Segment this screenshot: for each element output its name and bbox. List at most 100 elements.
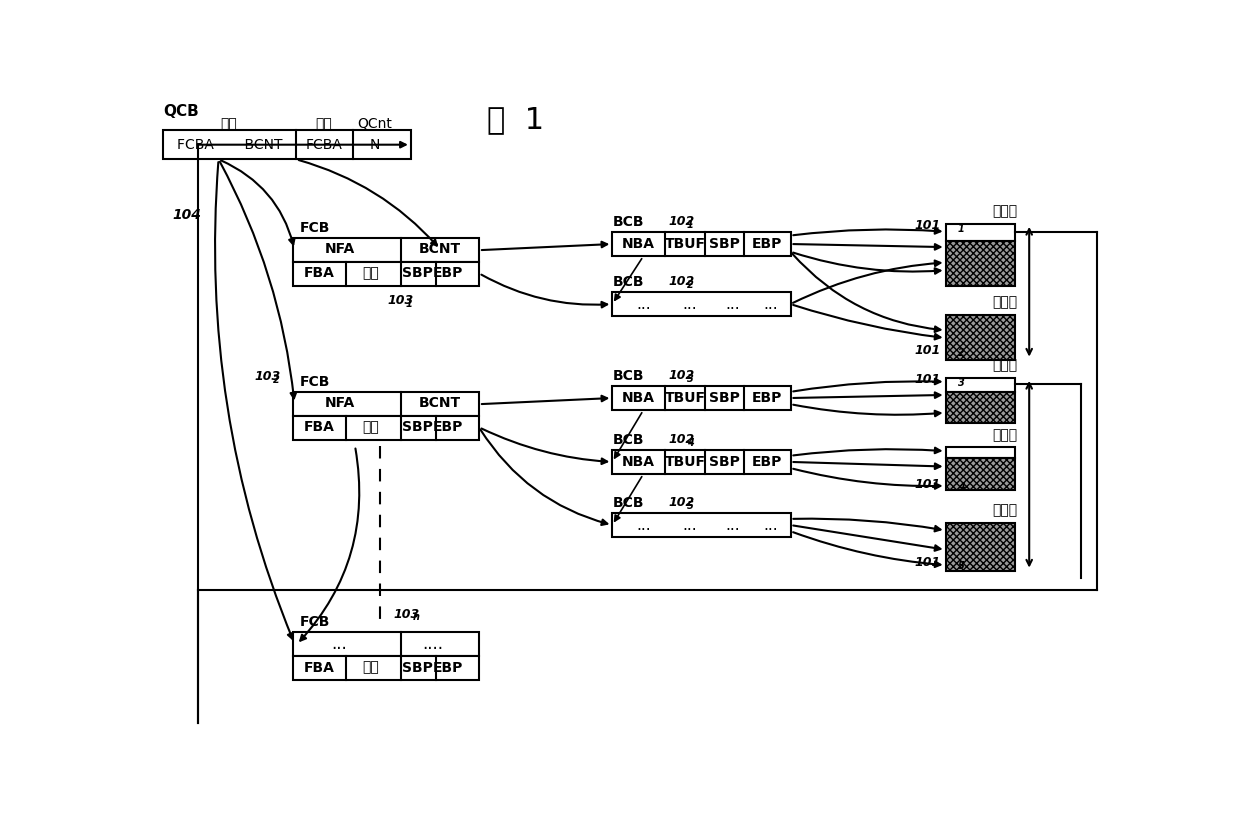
Bar — [613, 291, 791, 317]
Text: NFA: NFA — [325, 396, 355, 411]
Text: EBP: EBP — [753, 455, 782, 469]
Bar — [945, 522, 1016, 570]
Text: 103: 103 — [394, 608, 420, 621]
Text: FCBA: FCBA — [305, 138, 342, 152]
Text: FCBA       BCNT: FCBA BCNT — [176, 138, 283, 152]
Text: FBA: FBA — [304, 266, 335, 281]
Bar — [945, 224, 1016, 241]
Text: 104: 104 — [172, 207, 201, 222]
Text: ...: ... — [331, 635, 347, 653]
Text: ....: .... — [422, 635, 443, 653]
Text: ...: ... — [682, 517, 697, 533]
Text: NBA: NBA — [622, 237, 655, 251]
Text: 102: 102 — [668, 276, 694, 288]
Text: TBUF: TBUF — [665, 391, 706, 405]
Text: FCB: FCB — [300, 615, 330, 629]
Text: 3: 3 — [687, 374, 693, 384]
Text: 5: 5 — [957, 561, 965, 571]
Text: SBP: SBP — [402, 266, 433, 281]
Text: FBA: FBA — [304, 660, 335, 675]
Text: EBP: EBP — [753, 237, 782, 251]
Bar — [945, 378, 1016, 391]
Text: ...: ... — [682, 297, 697, 312]
Text: 1: 1 — [957, 223, 965, 234]
Text: 101: 101 — [915, 219, 941, 232]
Text: N: N — [370, 138, 379, 152]
Text: 102: 102 — [668, 496, 694, 509]
Text: 101: 101 — [915, 373, 941, 386]
Text: BCNT: BCNT — [419, 396, 461, 411]
Text: QCnt: QCnt — [357, 117, 392, 131]
Text: TBUF: TBUF — [665, 237, 706, 251]
Text: 102: 102 — [668, 215, 694, 228]
Bar — [945, 315, 1016, 360]
Text: ...: ... — [725, 297, 740, 312]
Bar — [613, 386, 791, 410]
Text: 缓冲器: 缓冲器 — [992, 428, 1017, 442]
Text: 102: 102 — [668, 433, 694, 446]
Text: 1: 1 — [405, 299, 412, 309]
Bar — [293, 238, 479, 262]
Bar — [162, 130, 410, 160]
Text: 图  1: 图 1 — [487, 106, 544, 134]
Text: EBP: EBP — [753, 391, 782, 405]
Text: 类型: 类型 — [362, 266, 379, 281]
Text: SBP: SBP — [402, 420, 433, 434]
Text: BCB: BCB — [613, 496, 644, 510]
Text: FBA: FBA — [304, 420, 335, 434]
Bar — [613, 449, 791, 475]
Text: 缓冲器: 缓冲器 — [992, 359, 1017, 373]
Text: ...: ... — [636, 517, 651, 533]
Text: 3: 3 — [957, 378, 965, 387]
Bar — [945, 447, 1016, 458]
Text: SBP: SBP — [709, 391, 740, 405]
Text: 4: 4 — [957, 482, 965, 492]
Text: BCB: BCB — [613, 369, 644, 383]
Text: 2: 2 — [957, 349, 965, 359]
Text: 头部: 头部 — [221, 117, 237, 131]
Bar — [293, 416, 479, 439]
Text: BCB: BCB — [613, 215, 644, 228]
Text: 101: 101 — [915, 344, 941, 357]
Text: 101: 101 — [915, 478, 941, 491]
Text: FCB: FCB — [300, 221, 330, 235]
Text: QCB: QCB — [162, 104, 198, 119]
Bar — [293, 262, 479, 286]
Text: 103: 103 — [387, 295, 414, 307]
Text: 5: 5 — [687, 501, 693, 511]
Text: BCNT: BCNT — [419, 243, 461, 256]
Text: ...: ... — [636, 297, 651, 312]
Text: 尾部: 尾部 — [315, 117, 332, 131]
Text: SBP: SBP — [709, 455, 740, 469]
Bar — [945, 391, 1016, 423]
Text: NBA: NBA — [622, 391, 655, 405]
Bar — [293, 656, 479, 680]
Text: BCB: BCB — [613, 275, 644, 289]
Text: 4: 4 — [687, 438, 693, 448]
Text: 缓冲器: 缓冲器 — [992, 503, 1017, 517]
Text: 101: 101 — [915, 556, 941, 570]
Text: TBUF: TBUF — [665, 455, 706, 469]
Text: 缓冲器: 缓冲器 — [992, 205, 1017, 218]
Text: 缓冲器: 缓冲器 — [992, 296, 1017, 309]
Bar — [613, 232, 791, 256]
Text: 1: 1 — [687, 220, 693, 230]
Text: ...: ... — [764, 517, 779, 533]
Bar — [293, 391, 479, 416]
Text: 2: 2 — [687, 280, 693, 290]
Text: EBP: EBP — [433, 266, 463, 281]
Text: 类型: 类型 — [362, 660, 379, 675]
Text: BCB: BCB — [613, 433, 644, 447]
Bar — [613, 512, 791, 538]
Text: ...: ... — [764, 297, 779, 312]
Text: 类型: 类型 — [362, 420, 379, 434]
Text: EBP: EBP — [433, 660, 463, 675]
Text: EBP: EBP — [433, 420, 463, 434]
Text: n: n — [412, 612, 419, 622]
Text: 103: 103 — [254, 370, 280, 383]
Text: FCB: FCB — [300, 375, 330, 389]
Text: NBA: NBA — [622, 455, 655, 469]
Text: 102: 102 — [668, 370, 694, 382]
Text: SBP: SBP — [402, 660, 433, 675]
Bar — [945, 458, 1016, 491]
